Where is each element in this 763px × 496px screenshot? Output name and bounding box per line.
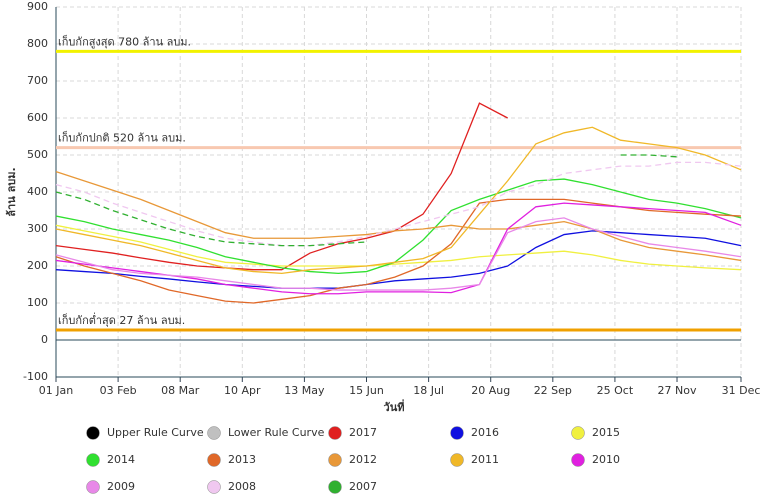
x-tick-label: 20 Aug (471, 384, 510, 397)
legend-marker (450, 426, 464, 440)
legend-marker (207, 480, 221, 494)
y-tick-label: 400 (27, 185, 48, 198)
y-axis-label: ล้าน ลบม. (5, 167, 18, 216)
legend-label: 2014 (107, 453, 135, 466)
legend-label: 2007 (349, 480, 377, 493)
legend-label: 2016 (471, 426, 499, 439)
x-tick-label: 10 Apr (224, 384, 261, 397)
legend-label: 2012 (349, 453, 377, 466)
legend-marker (571, 426, 585, 440)
series-line (55, 191, 367, 247)
x-tick-label: 22 Sep (534, 384, 572, 397)
y-tick-label: 600 (27, 111, 48, 124)
y-tick-label: 0 (41, 333, 48, 346)
x-tick-label: 25 Oct (597, 384, 634, 397)
reference-label: เก็บกักปกติ 520 ล้าน ลบม. (58, 131, 186, 145)
series-line (55, 161, 742, 247)
legend-label: 2008 (228, 480, 256, 493)
legend-marker (86, 480, 100, 494)
legend-label: Lower Rule Curve (228, 426, 325, 439)
y-tick-label: 800 (27, 37, 48, 50)
y-tick-label: 700 (27, 74, 48, 87)
y-tick-label: 200 (27, 259, 48, 272)
legend-label: Upper Rule Curve (107, 426, 204, 439)
x-tick-label: 08 Mar (161, 384, 200, 397)
legend-marker (207, 453, 221, 467)
x-tick-label: 03 Feb (100, 384, 137, 397)
x-tick-label: 15 Jun (349, 384, 384, 397)
series-line (55, 171, 742, 262)
legend-marker (450, 453, 464, 467)
y-tick-label: 500 (27, 148, 48, 161)
legend-label: 2015 (592, 426, 620, 439)
series-line (55, 126, 742, 275)
x-axis-label: วันที่ (384, 399, 405, 414)
y-tick-label: 900 (27, 0, 48, 13)
x-tick-label: 18 Jul (413, 384, 444, 397)
legend-label: 2009 (107, 480, 135, 493)
y-tick-label: -100 (23, 370, 48, 383)
series-line (55, 102, 508, 271)
legend-marker (571, 453, 585, 467)
x-tick-label: 31 Dec (722, 384, 761, 397)
series-line (55, 224, 742, 271)
legend-marker (328, 453, 342, 467)
series-line (55, 217, 742, 291)
y-tick-label: 300 (27, 222, 48, 235)
x-tick-label: 27 Nov (658, 384, 697, 397)
x-tick-label: 01 Jan (39, 384, 73, 397)
legend-marker (328, 426, 342, 440)
reference-label: เก็บกักต่ำสุด 27 ล้าน ลบม. (58, 312, 185, 327)
legend-label: 2010 (592, 453, 620, 466)
reference-label: เก็บกักสูงสุด 780 ล้าน ลบม. (58, 34, 191, 48)
legend-marker (328, 480, 342, 494)
series-line (55, 230, 742, 289)
x-tick-label: 13 May (284, 384, 325, 397)
legend-label: 2011 (471, 453, 499, 466)
legend-marker (86, 453, 100, 467)
legend-marker (86, 426, 100, 440)
y-tick-label: 100 (27, 296, 48, 309)
series-line (55, 178, 742, 275)
legend-label: 2013 (228, 453, 256, 466)
legend-marker (207, 426, 221, 440)
legend-label: 2017 (349, 426, 377, 439)
series-line (55, 198, 742, 304)
